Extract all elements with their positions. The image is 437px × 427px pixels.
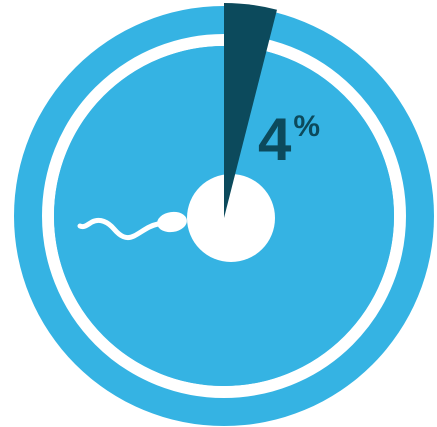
percentage-unit: % <box>293 110 320 143</box>
egg-cell-icon <box>187 174 275 262</box>
percentage-label: 4% <box>258 106 320 173</box>
percentage-wedge <box>224 2 277 218</box>
percentage-value: 4 <box>258 106 292 173</box>
sperm-cell-icon <box>77 211 187 241</box>
